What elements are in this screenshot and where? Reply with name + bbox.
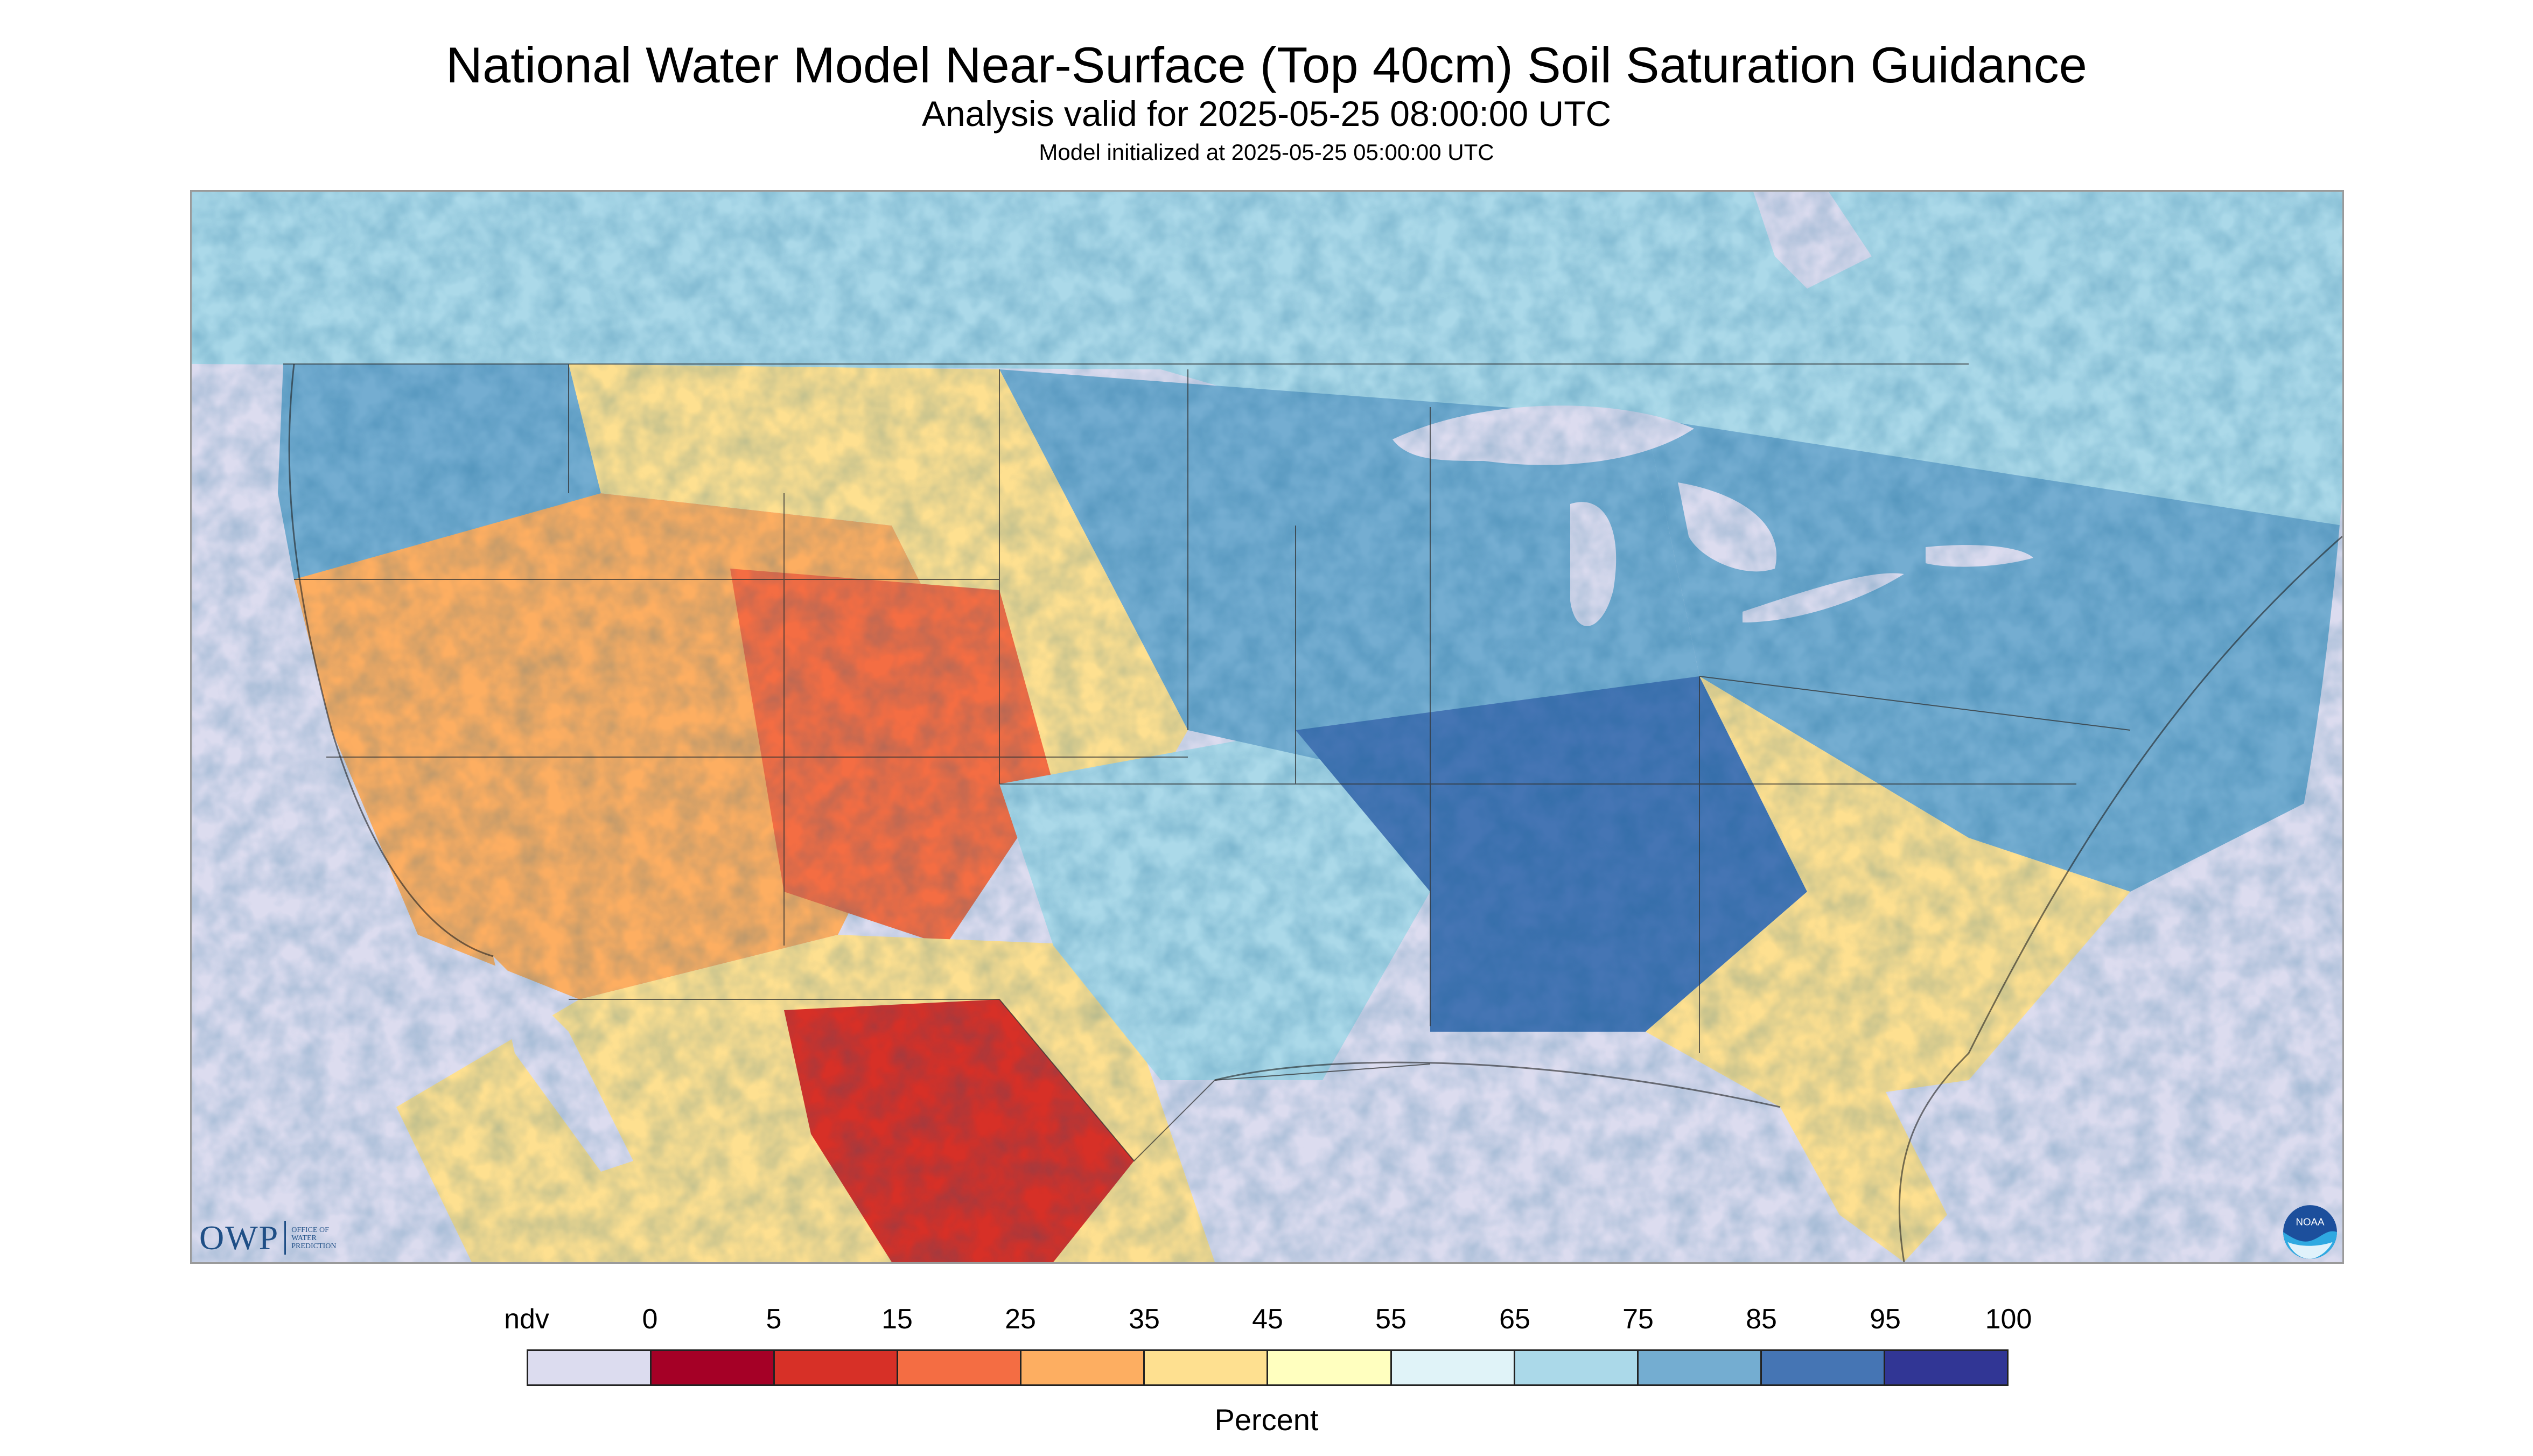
legend-label-15: 15 bbox=[881, 1304, 913, 1335]
analysis-valid-time: Analysis valid for 2025-05-25 08:00:00 U… bbox=[921, 94, 1612, 134]
noaa-logo: NOAA bbox=[2283, 1205, 2337, 1259]
legend-label-55: 55 bbox=[1375, 1304, 1407, 1335]
legend-label-25: 25 bbox=[1005, 1304, 1036, 1335]
legend-swatch-10 bbox=[1761, 1351, 1885, 1384]
owp-logo-mark: OWP bbox=[199, 1219, 279, 1257]
legend-label-0: 0 bbox=[642, 1304, 658, 1335]
legend-swatch-5 bbox=[1145, 1351, 1269, 1384]
coastline-gulf bbox=[1214, 1061, 1781, 1108]
legend-swatch-3 bbox=[898, 1351, 1022, 1384]
legend-labels: ndv 0 5 15 25 35 45 55 65 75 85 95 100 bbox=[0, 1303, 2533, 1341]
legend-label-100: 100 bbox=[1985, 1304, 2032, 1335]
legend-label-65: 65 bbox=[1499, 1304, 1530, 1335]
coastline-west bbox=[288, 363, 494, 957]
map-title: National Water Model Near-Surface (Top 4… bbox=[446, 37, 2087, 93]
legend-swatch-8 bbox=[1515, 1351, 1639, 1384]
model-init-time: Model initialized at 2025-05-25 05:00:00… bbox=[1039, 139, 1494, 165]
legend-swatch-1 bbox=[652, 1351, 775, 1384]
owp-logo-divider bbox=[284, 1221, 286, 1255]
legend-swatch-7 bbox=[1391, 1351, 1515, 1384]
legend-label-75: 75 bbox=[1622, 1304, 1654, 1335]
soil-saturation-map[interactable] bbox=[190, 190, 2344, 1264]
legend-swatch-2 bbox=[775, 1351, 899, 1384]
legend-swatch-9 bbox=[1638, 1351, 1762, 1384]
legend-swatch-11 bbox=[1885, 1351, 2007, 1384]
owp-logo-subtext: OFFICE OF WATER PREDICTION bbox=[291, 1226, 337, 1250]
legend-units: Percent bbox=[1214, 1403, 1319, 1437]
legend-label-35: 35 bbox=[1129, 1304, 1160, 1335]
legend-label-5: 5 bbox=[766, 1304, 782, 1335]
legend-label-45: 45 bbox=[1252, 1304, 1283, 1335]
legend-swatch-4 bbox=[1021, 1351, 1145, 1384]
legend-swatch-6 bbox=[1268, 1351, 1392, 1384]
svg-text:NOAA: NOAA bbox=[2296, 1216, 2325, 1228]
owp-logo: OWP OFFICE OF WATER PREDICTION bbox=[199, 1218, 336, 1258]
color-legend-bar bbox=[527, 1349, 2009, 1386]
legend-swatch-0 bbox=[528, 1351, 652, 1384]
legend-label-ndv: ndv bbox=[504, 1304, 549, 1335]
coastline-east bbox=[1898, 535, 2342, 1262]
legend-label-95: 95 bbox=[1870, 1304, 1901, 1335]
legend-label-85: 85 bbox=[1746, 1304, 1777, 1335]
